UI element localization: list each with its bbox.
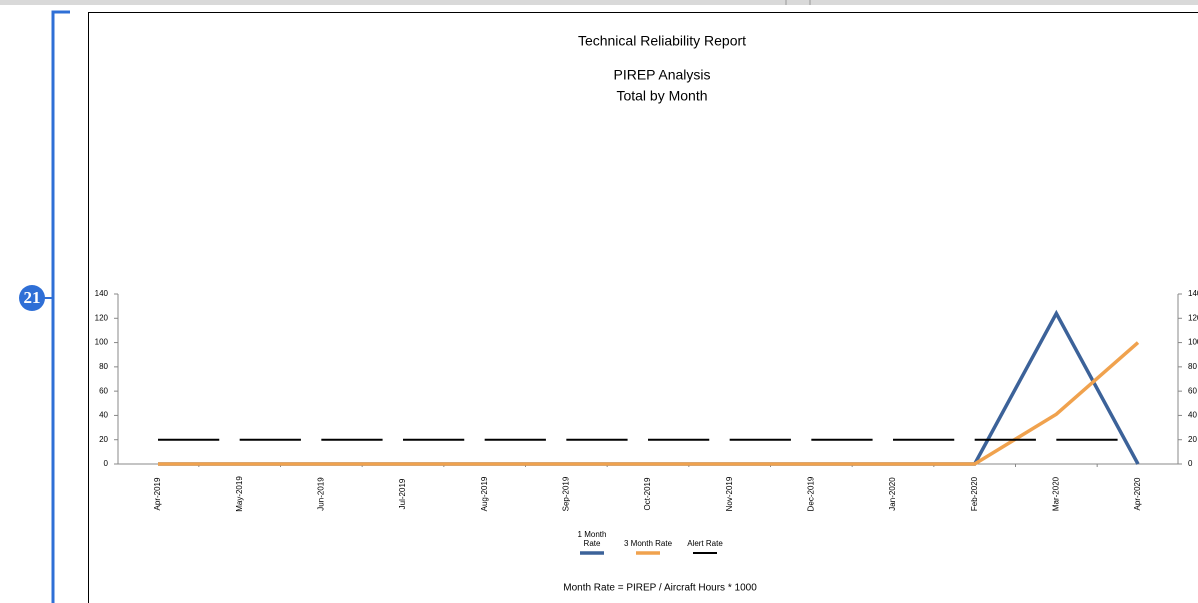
subtitle: PIREP Analysis <box>613 67 710 83</box>
x-tick-label: Apr-2019 <box>153 477 162 510</box>
bracket <box>51 10 70 603</box>
y-tick-label: 60 <box>99 386 108 395</box>
legend-item: 1 Month Rate <box>577 530 607 548</box>
top-bar <box>0 0 1198 5</box>
y-tick-label: 0 <box>104 459 109 468</box>
y-tick-label: 100 <box>95 338 109 347</box>
subtitle: Total by Month <box>616 88 707 104</box>
x-tick-label: Oct-2019 <box>643 477 652 510</box>
y-tick-label: 80 <box>99 362 108 371</box>
legend-label: 1 Month Rate <box>577 530 607 548</box>
y2-tick-label: 80 <box>1188 362 1197 371</box>
y2-tick-label: 20 <box>1188 435 1197 444</box>
x-tick-label: Aug-2019 <box>480 476 489 511</box>
legend-label: Alert Rate <box>687 539 723 548</box>
badge-circle <box>19 285 45 311</box>
x-tick-label: Jul-2019 <box>398 478 407 509</box>
y2-tick-label: 140 <box>1188 289 1198 298</box>
x-tick-label: Feb-2020 <box>970 476 979 511</box>
y-tick-label: 140 <box>95 289 109 298</box>
x-tick-label: Dec-2019 <box>806 476 815 511</box>
y2-tick-label: 40 <box>1188 411 1197 420</box>
chart-title: Technical Reliability Report <box>578 33 746 49</box>
series-line <box>158 341 1140 466</box>
y2-tick-label: 0 <box>1188 459 1193 468</box>
badge-label: 21 <box>24 288 41 307</box>
y-tick-label: 20 <box>99 435 108 444</box>
x-tick-label: Mar-2020 <box>1051 476 1060 511</box>
legend-item: Alert Rate <box>687 539 723 548</box>
report-frame <box>88 12 1198 603</box>
y-tick-label: 120 <box>95 313 109 322</box>
y2-tick-label: 60 <box>1188 386 1197 395</box>
x-tick-label: May-2019 <box>235 476 244 512</box>
x-tick-label: Jan-2020 <box>888 477 897 511</box>
x-tick-label: Nov-2019 <box>725 476 734 511</box>
legend-label: 3 Month Rate <box>623 539 673 548</box>
y-tick-label: 40 <box>99 411 108 420</box>
x-tick-label: Jun-2019 <box>316 477 325 511</box>
note: Month Rate = PIREP / Aircraft Hours * 10… <box>563 583 757 594</box>
legend-item: 3 Month Rate <box>623 539 673 548</box>
y2-tick-label: 120 <box>1188 313 1198 322</box>
x-tick-label: Apr-2020 <box>1133 477 1142 510</box>
x-tick-label: Sep-2019 <box>561 476 570 511</box>
y2-tick-label: 100 <box>1188 338 1198 347</box>
